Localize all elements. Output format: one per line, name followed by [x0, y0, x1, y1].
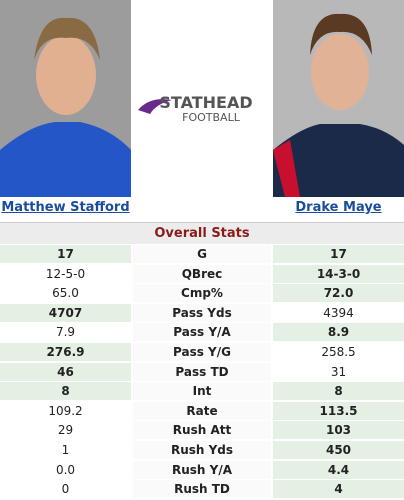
stat-label: Cmp%: [133, 284, 271, 303]
left-face: [36, 35, 96, 115]
stat-label: Pass Y/A: [133, 323, 271, 342]
stat-label: Int: [133, 382, 271, 401]
stat-label: Rush Att: [133, 421, 271, 440]
right-value: 450: [273, 441, 404, 459]
logo-top: STATHEAD: [159, 93, 252, 112]
logo-bottom: FOOTBALL: [182, 111, 241, 124]
left-value: 0: [61, 482, 70, 497]
right-value: 72.0: [273, 284, 404, 303]
right-value: 103: [273, 421, 404, 440]
right-value: 4394: [323, 305, 354, 320]
stat-label: QBrec: [133, 264, 271, 283]
right-value: 4: [273, 480, 404, 499]
right-face: [311, 34, 369, 110]
left-value: 0.0: [55, 462, 76, 477]
left-value: 65.0: [52, 286, 79, 301]
left-value: 4707: [0, 303, 131, 322]
right-value: 14-3-0: [273, 264, 404, 283]
stat-label: Pass Yds: [133, 303, 271, 322]
left-jersey: [0, 122, 131, 197]
stat-label: Rate: [133, 401, 271, 420]
left-player-name[interactable]: Matthew Stafford: [1, 200, 130, 215]
left-value: 46: [0, 362, 131, 381]
right-value: 17: [273, 245, 404, 263]
left-value: 8: [0, 382, 131, 401]
stat-label: Rush Yds: [133, 441, 271, 459]
logo-swoosh: [138, 99, 172, 114]
section-title: Overall Stats: [0, 222, 404, 244]
stat-label: G: [133, 245, 271, 263]
right-jersey: [273, 124, 404, 197]
left-value: 17: [0, 245, 131, 263]
stat-label: Rush Y/A: [133, 460, 271, 479]
right-value: 113.5: [273, 401, 404, 420]
left-value: 1: [61, 443, 70, 457]
left-value: 29: [57, 423, 74, 438]
right-value: 4.4: [273, 460, 404, 479]
right-value: 8: [273, 382, 404, 401]
right-hair: [310, 13, 372, 55]
header-graphics: STATHEAD FOOTBALL: [0, 0, 404, 197]
right-player-name[interactable]: Drake Maye: [295, 200, 382, 215]
left-value: 7.9: [55, 325, 76, 340]
right-value: 258.5: [321, 345, 356, 359]
left-value: 12-5-0: [45, 266, 86, 281]
stat-label: Pass Y/G: [133, 343, 271, 361]
stat-label: Pass TD: [133, 362, 271, 381]
left-value: 276.9: [0, 343, 131, 361]
right-value: 31: [330, 364, 347, 379]
stat-label: Rush TD: [133, 480, 271, 499]
right-value: 8.9: [273, 323, 404, 342]
left-hair: [34, 17, 100, 60]
left-value: 109.2: [48, 403, 83, 418]
right-stripe: [273, 140, 300, 197]
